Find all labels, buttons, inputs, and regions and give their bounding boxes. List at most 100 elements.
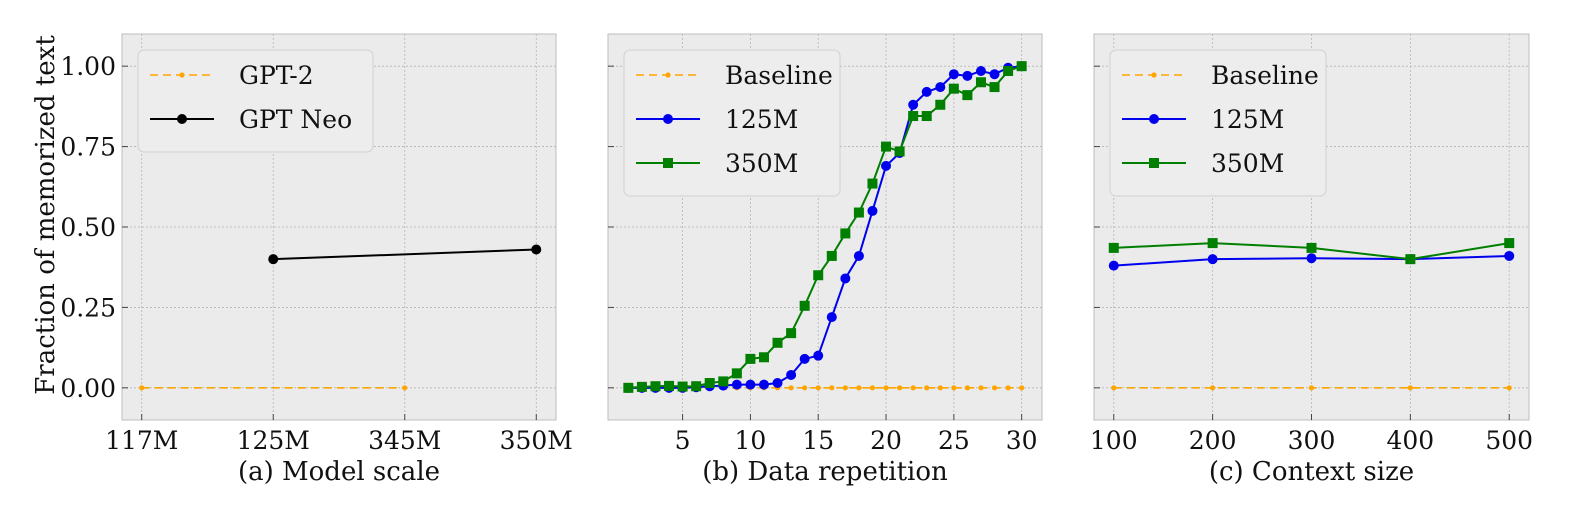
series-125m-point bbox=[881, 160, 892, 171]
series-baseline-point bbox=[1210, 385, 1216, 391]
series-350m-point bbox=[1108, 242, 1119, 253]
series-350m-point bbox=[1016, 61, 1027, 72]
x-tick-label: 10 bbox=[735, 426, 767, 455]
series-baseline-point bbox=[1019, 385, 1025, 391]
series-125m-point bbox=[1504, 250, 1515, 261]
series-gpt-neo-point bbox=[268, 254, 279, 265]
y-tick-label: 0.00 bbox=[60, 374, 116, 403]
series-350m-point bbox=[650, 381, 661, 392]
series-125m-point bbox=[813, 350, 824, 361]
series-baseline-point bbox=[991, 385, 998, 391]
series-350m-point bbox=[853, 207, 864, 218]
legend-label-gpt-neo: GPT Neo bbox=[239, 105, 352, 134]
series-125m-point bbox=[1207, 254, 1218, 265]
series-350m-point bbox=[813, 270, 824, 281]
series-350m-point bbox=[704, 378, 715, 389]
series-125m-point bbox=[826, 312, 837, 323]
series-350m-point bbox=[921, 111, 932, 122]
x-tick-label: 300 bbox=[1288, 426, 1336, 455]
series-125m-point bbox=[989, 69, 1000, 80]
series-baseline-point bbox=[842, 385, 848, 391]
x-axis-label: (c) Context size bbox=[1209, 457, 1414, 487]
series-gpt-neo-line bbox=[273, 248, 537, 261]
series-baseline-point bbox=[869, 385, 876, 391]
series-350m-point bbox=[623, 382, 634, 393]
series-350m-point bbox=[1003, 65, 1014, 76]
series-baseline-point bbox=[1111, 385, 1117, 391]
y-tick-label: 0.25 bbox=[60, 293, 116, 322]
series-gpt-2-point bbox=[139, 385, 145, 391]
series-125m-point bbox=[772, 378, 783, 389]
series-350m-point bbox=[894, 146, 905, 157]
legend-label-baseline: Baseline bbox=[725, 61, 833, 90]
series-350m-point bbox=[908, 111, 919, 122]
x-axis-label: (a) Model scale bbox=[238, 457, 440, 487]
series-baseline-point bbox=[896, 385, 903, 391]
x-tick-label: 500 bbox=[1485, 426, 1533, 455]
legend-marker-gpt-neo bbox=[177, 114, 187, 124]
x-axis-label: (b) Data repetition bbox=[702, 457, 948, 487]
series-baseline-point bbox=[964, 385, 971, 391]
series-baseline-point bbox=[815, 385, 821, 391]
series-350m-point bbox=[1405, 254, 1416, 265]
legend-marker-350m bbox=[1149, 158, 1159, 168]
series-baseline-point bbox=[1308, 385, 1315, 391]
legend-box bbox=[1109, 49, 1327, 197]
series-baseline-point bbox=[1005, 385, 1011, 391]
series-125m-point bbox=[853, 250, 864, 261]
series-125m-point bbox=[962, 70, 973, 81]
series-baseline-point bbox=[937, 385, 943, 391]
series-350m-point bbox=[677, 381, 688, 392]
legend-label-350m: 350M bbox=[1211, 149, 1284, 178]
series-125m-point bbox=[935, 82, 946, 93]
panel-model-scale: 1.00 0.75 0.50 0.25 0.00 117M 125M 345M 350M (a) … bbox=[60, 33, 573, 487]
series-350m-point bbox=[664, 380, 675, 391]
y-tick-label: 0.50 bbox=[60, 213, 116, 242]
series-gpt-neo-point bbox=[531, 244, 542, 255]
series-125m-point bbox=[786, 369, 797, 380]
x-tick-label: 200 bbox=[1189, 426, 1237, 455]
series-baseline-point bbox=[924, 385, 930, 391]
series-350m-point bbox=[975, 77, 986, 88]
y-axis-label: Fraction of memorized text bbox=[31, 35, 61, 395]
y-tick-label: 1.00 bbox=[60, 52, 116, 81]
legend-marker-350m bbox=[663, 158, 673, 168]
legend-label-125m: 125M bbox=[725, 105, 798, 134]
series-baseline-point bbox=[856, 385, 862, 391]
series-350m-point bbox=[840, 228, 851, 239]
x-tick-label: 117M bbox=[105, 426, 178, 455]
legend-box bbox=[623, 49, 841, 197]
series-350m-point bbox=[989, 82, 1000, 93]
legend-marker-125m bbox=[663, 114, 673, 124]
series-baseline-point bbox=[951, 385, 957, 391]
x-tick-label: 350M bbox=[500, 426, 573, 455]
legend-marker-125m bbox=[1149, 114, 1159, 124]
series-125m-point bbox=[867, 205, 878, 216]
series-125m-point bbox=[840, 273, 851, 284]
series-350m-point bbox=[962, 90, 973, 101]
y-tick-label: 0.75 bbox=[60, 133, 116, 162]
legend-marker-baseline bbox=[1151, 72, 1157, 78]
series-125m-point bbox=[731, 379, 742, 390]
series-350m-point bbox=[758, 352, 769, 363]
x-tick-label: 30 bbox=[1006, 426, 1038, 455]
x-tick-label: 125M bbox=[237, 426, 310, 455]
series-350m-point bbox=[786, 328, 797, 339]
series-350m-point bbox=[691, 381, 702, 392]
x-tick-label: 20 bbox=[870, 426, 902, 455]
series-125m-point bbox=[1306, 253, 1317, 264]
series-125m-point bbox=[975, 65, 986, 76]
series-125m-point bbox=[908, 99, 919, 110]
x-tick-label: 25 bbox=[938, 426, 970, 455]
series-125m-point bbox=[758, 379, 769, 390]
series-baseline-point bbox=[1506, 385, 1512, 391]
series-125m-point bbox=[1108, 260, 1119, 271]
series-350m-point bbox=[731, 368, 742, 379]
series-125m-point bbox=[745, 379, 756, 390]
series-350m-point bbox=[1504, 238, 1515, 249]
x-tick-label: 15 bbox=[802, 426, 834, 455]
legend-label-350m: 350M bbox=[725, 149, 798, 178]
x-tick-label: 400 bbox=[1387, 426, 1435, 455]
x-tick-label: 345M bbox=[368, 426, 441, 455]
